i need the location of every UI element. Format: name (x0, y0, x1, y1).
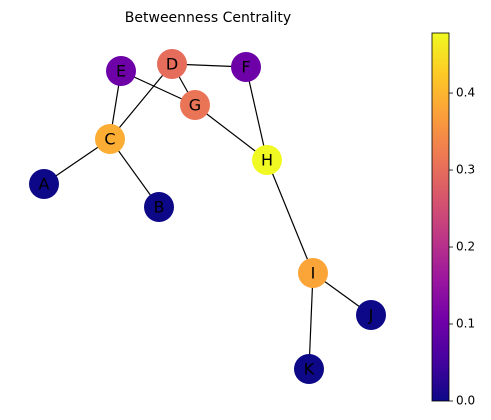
node (180, 90, 210, 120)
node-label: A (39, 175, 50, 194)
node (252, 145, 282, 175)
node (298, 258, 328, 288)
node-label: E (116, 62, 126, 81)
node (356, 300, 386, 330)
colorbar-gradient (431, 32, 450, 402)
edge (308, 272, 314, 370)
node (231, 52, 261, 82)
node-label: B (154, 198, 165, 217)
chart-title: Betweenness Centrality (125, 10, 291, 26)
node-label: H (261, 151, 273, 170)
node-label: F (241, 58, 250, 77)
nodes: A B C D E F G H I J K (29, 49, 386, 384)
colorbar-tick-label: 0.2 (456, 240, 475, 254)
colorbar-tick-label: 0.4 (456, 86, 475, 100)
node (157, 49, 187, 79)
colorbar-tick-label: 0.1 (456, 317, 475, 331)
node (29, 169, 59, 199)
edge (109, 63, 173, 140)
colorbar-tick-label: 0.3 (456, 163, 475, 177)
node (294, 354, 324, 384)
node-label: K (304, 360, 315, 379)
edge (245, 66, 268, 161)
colorbar: 0.0 0.1 0.2 0.3 0.4 (431, 32, 475, 408)
node-label: C (104, 130, 115, 149)
node (95, 124, 125, 154)
colorbar-tick-label: 0.0 (456, 394, 475, 408)
node (144, 192, 174, 222)
node-label: J (368, 306, 374, 325)
node-label: D (166, 55, 178, 74)
edge (266, 159, 314, 274)
node (106, 56, 136, 86)
edge (194, 104, 268, 161)
node-label: G (189, 96, 201, 115)
node-label: I (311, 264, 316, 283)
